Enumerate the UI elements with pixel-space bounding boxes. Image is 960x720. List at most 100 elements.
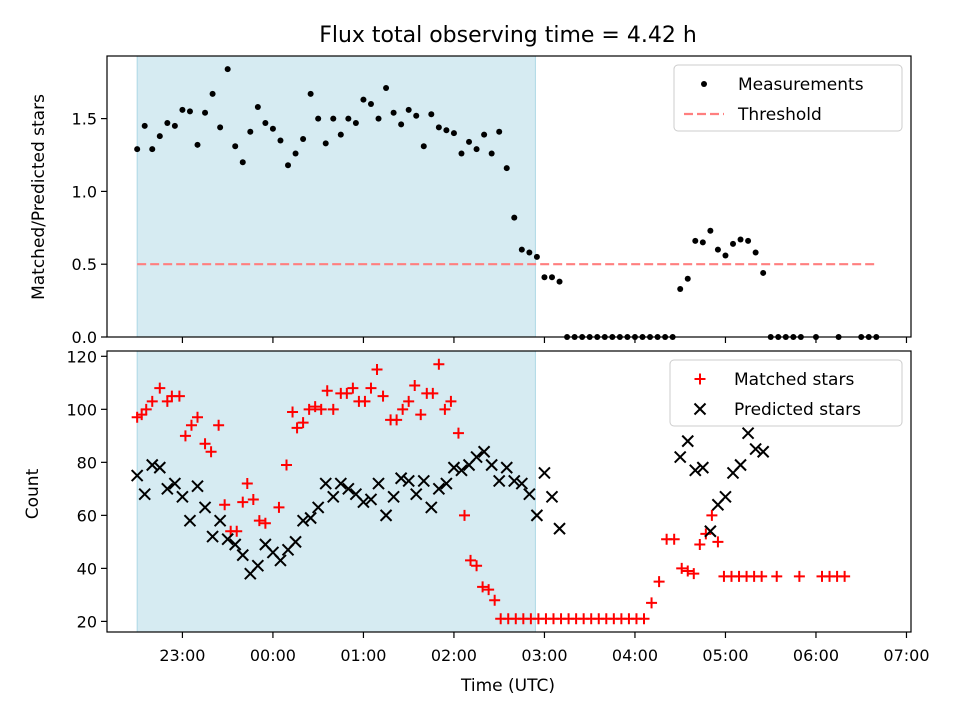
matched-star-point [391, 414, 403, 426]
predicted-star-point [342, 482, 355, 496]
measurement-point [345, 115, 352, 122]
matched-star-point [465, 554, 477, 566]
axes-frame [106, 55, 912, 338]
matched-star-point [291, 422, 303, 434]
measurement-point [179, 106, 186, 113]
matched-star-point [365, 382, 377, 394]
measurement-point [322, 140, 329, 147]
predicted-star-point [387, 490, 400, 504]
matched-star-point [756, 570, 768, 582]
measurement-point [149, 146, 156, 153]
legend-label: Threshold [737, 105, 822, 125]
predicted-star-point [749, 442, 762, 456]
legend: Measurements Threshold [673, 64, 903, 132]
measurement-point [254, 103, 261, 110]
observing-window-shade [136, 350, 536, 633]
y-tick-label: 100 [66, 400, 97, 419]
matched-star-point [712, 536, 724, 548]
measurement-point [541, 274, 548, 281]
predicted-star-point [470, 450, 483, 464]
measurement-point [481, 131, 488, 138]
measurement-point [375, 115, 382, 122]
predicted-star-point [515, 477, 529, 490]
predicted-star-point [674, 450, 687, 464]
matched-star-point [409, 379, 421, 391]
predicted-star-point [545, 490, 559, 504]
measurement-point [134, 146, 141, 153]
predicted-star-point [289, 535, 302, 549]
predicted-star-point [153, 461, 167, 474]
measurement-point [511, 214, 518, 221]
matched-star-point [219, 499, 231, 511]
matched-star-point [273, 501, 285, 513]
legend-label: Matched stars [734, 370, 854, 390]
predicted-star-point [229, 538, 242, 551]
measurement-point [202, 109, 209, 116]
predicted-star-point [447, 461, 461, 474]
measurement-point [224, 66, 231, 73]
predicted-star-point [741, 426, 755, 440]
predicted-star-point [304, 511, 317, 525]
measurement-point [752, 249, 759, 256]
x-tick-label: 01:00 [340, 646, 386, 665]
matched-star-point [185, 419, 197, 431]
measurement-point [737, 236, 744, 243]
matched-star-point [839, 570, 851, 582]
measurement-point [722, 252, 729, 259]
predicted-star-point [372, 477, 385, 490]
measurement-point [473, 146, 480, 153]
predicted-star-point [221, 533, 234, 546]
measurement-point [209, 90, 216, 97]
matched-star-point [247, 493, 259, 505]
predicted-star-point [379, 509, 393, 522]
matched-star-point [668, 533, 680, 545]
top-y-axis-label: Matched/Predicted stars [29, 94, 49, 300]
predicted-star-point [311, 501, 325, 514]
measurement-point [232, 143, 239, 150]
matched-star-point [154, 382, 166, 394]
matched-star-point [483, 584, 495, 596]
legend-box [673, 64, 903, 132]
measurement-point [337, 131, 344, 138]
measurement-point [217, 124, 224, 131]
measurement-point [745, 237, 752, 244]
predicted-star-point [538, 466, 551, 480]
predicted-star-point [364, 493, 378, 506]
measurement-point [714, 246, 721, 253]
matched-star-point [439, 403, 451, 415]
y-tick-label: 0.0 [72, 328, 97, 347]
measurement-point [760, 269, 767, 276]
predicted-star-point [492, 474, 506, 488]
matched-star-point [415, 409, 427, 421]
predicted-star-point [206, 530, 219, 543]
measurement-point [269, 125, 276, 132]
measurement-point [292, 150, 299, 157]
x-tick-label: 03:00 [521, 646, 567, 665]
measurement-point [239, 159, 246, 166]
measurement-point [684, 275, 691, 282]
legend-x-marker [693, 402, 707, 416]
y-tick-label: 60 [77, 506, 97, 525]
measurement-point [156, 133, 163, 140]
x-tick-label: 02:00 [431, 646, 477, 665]
predicted-star-point [689, 464, 702, 477]
series-predicted-stars [130, 426, 770, 580]
predicted-star-point [146, 458, 159, 472]
legend-dot-marker [701, 81, 707, 87]
measurement-point [164, 119, 171, 126]
matched-star-point [297, 417, 309, 429]
predicted-star-point [198, 501, 212, 514]
matched-star-point [700, 528, 712, 540]
matched-star-point [213, 419, 225, 431]
predicted-star-point [523, 487, 536, 501]
measurement-point [556, 278, 563, 285]
panel-counts: 20 40 60 80 100 120 23:00 00:00 01:00 02:00 03:00 0… [66, 347, 929, 665]
matched-star-point [477, 581, 489, 593]
predicted-star-point [130, 469, 144, 482]
bottom-y-axis-label: Count [23, 468, 43, 519]
matched-star-point [205, 446, 217, 458]
series-matched-stars [131, 358, 851, 625]
predicted-star-point [530, 509, 544, 522]
measurement-point [330, 115, 337, 122]
matched-star-point [694, 539, 706, 551]
